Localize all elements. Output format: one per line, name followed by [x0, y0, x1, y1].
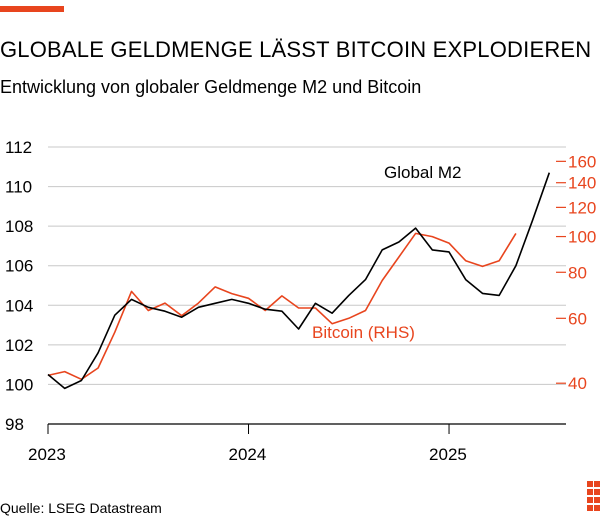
- y-left-tick-label: 98: [5, 415, 24, 434]
- y-left-tick-label: 112: [5, 138, 32, 157]
- y-right-tick-label: 140: [568, 174, 596, 193]
- y-left-tick-label: 106: [5, 257, 33, 276]
- x-tick-label: 2024: [229, 445, 267, 464]
- y-axis-left: 98 100 102 104 106 108 110 112: [5, 138, 33, 434]
- global-m2-line: [47, 172, 551, 390]
- chart-subtitle: Entwicklung von globaler Geldmenge M2 un…: [0, 77, 422, 97]
- source-note: Quelle: LSEG Datastream: [0, 500, 162, 516]
- y-left-tick-label: 102: [5, 336, 33, 355]
- y-right-tick-label: 120: [568, 198, 596, 217]
- y-axis-right: 40 60 80 100 120 140 160: [556, 152, 596, 393]
- chart-title: GLOBALE GELDMENGE LÄSST BITCOIN EXPLODIE…: [0, 37, 592, 62]
- x-tick-label: 2025: [429, 445, 467, 464]
- y-right-tick-label: 40: [568, 374, 587, 393]
- global-m2-label: Global M2: [384, 163, 461, 182]
- y-left-tick-label: 110: [5, 178, 32, 197]
- y-left-tick-label: 108: [5, 217, 33, 236]
- y-right-tick-label: 60: [568, 309, 587, 328]
- brand-logo: [587, 481, 600, 517]
- x-tick-label: 2023: [28, 445, 66, 464]
- x-axis: 2023 2024 2025: [28, 423, 566, 464]
- accent-bar: [0, 6, 64, 12]
- bitcoin-label: Bitcoin (RHS): [312, 323, 415, 342]
- y-right-tick-label: 160: [568, 152, 596, 171]
- y-right-tick-label: 80: [568, 263, 587, 282]
- y-left-tick-label: 104: [5, 296, 33, 315]
- series-lines: [47, 172, 551, 390]
- bitcoin-line: [47, 232, 517, 381]
- y-left-tick-label: 100: [5, 375, 33, 394]
- y-right-tick-label: 100: [568, 228, 596, 247]
- chart-canvas: 2023 2024 2025 98 100 102 104 106 108 110 112 40 6…: [5, 138, 596, 464]
- grid-lines: [48, 146, 566, 425]
